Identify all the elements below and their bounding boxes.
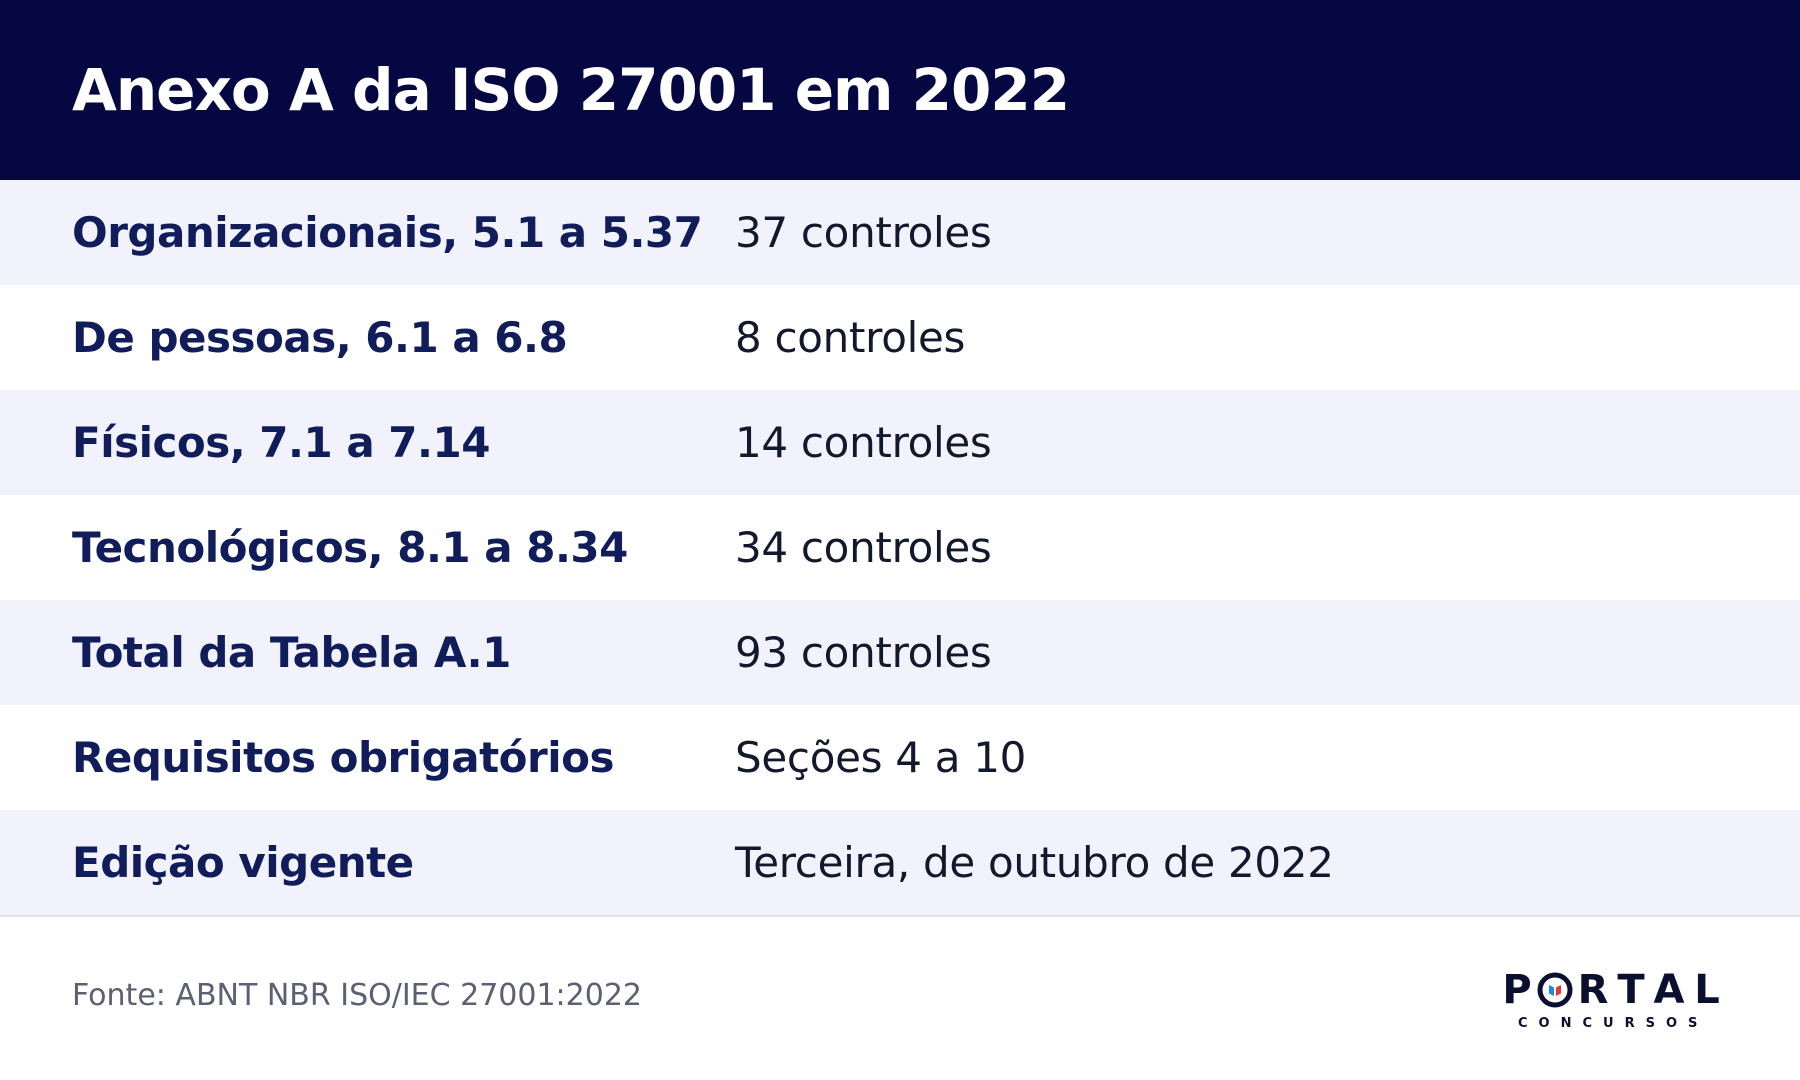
row-value: 37 controles (735, 208, 992, 257)
logo-o-mark-icon (1537, 972, 1573, 1008)
logo-letter: L (1694, 967, 1720, 1013)
table-row: Tecnológicos, 8.1 a 8.34 34 controles (0, 495, 1800, 600)
logo-wordmark: P R T A L (1498, 967, 1726, 1013)
logo-letter: R (1577, 967, 1609, 1013)
row-value: 34 controles (735, 523, 992, 572)
portal-concursos-logo: P R T A L CONCURSOS (1498, 967, 1728, 1032)
table-row: Físicos, 7.1 a 7.14 14 controles (0, 390, 1800, 495)
logo-letter: A (1653, 967, 1685, 1013)
table-row: Edição vigente Terceira, de outubro de 2… (0, 810, 1800, 915)
table-row: Organizacionais, 5.1 a 5.37 37 controles (0, 180, 1800, 285)
logo-letter: P (1502, 967, 1532, 1013)
row-value: 93 controles (735, 628, 992, 677)
row-label: De pessoas, 6.1 a 6.8 (72, 313, 568, 362)
row-label: Requisitos obrigatórios (72, 733, 614, 782)
page-title: Anexo A da ISO 27001 em 2022 (72, 56, 1070, 124)
table-row: Requisitos obrigatórios Seções 4 a 10 (0, 705, 1800, 810)
table-row: De pessoas, 6.1 a 6.8 8 controles (0, 285, 1800, 390)
source-note: Fonte: ABNT NBR ISO/IEC 27001:2022 (72, 978, 643, 1013)
logo-letter: T (1617, 967, 1645, 1013)
row-label: Edição vigente (72, 838, 414, 887)
footer-divider (0, 915, 1800, 917)
row-value: 14 controles (735, 418, 992, 467)
row-value: Seções 4 a 10 (735, 733, 1027, 782)
table-row: Total da Tabela A.1 93 controles (0, 600, 1800, 705)
logo-subtitle: CONCURSOS (1518, 1016, 1709, 1031)
row-value: Terceira, de outubro de 2022 (735, 838, 1334, 887)
row-value: 8 controles (735, 313, 966, 362)
row-label: Organizacionais, 5.1 a 5.37 (72, 208, 703, 257)
row-label: Físicos, 7.1 a 7.14 (72, 418, 490, 467)
header-banner: Anexo A da ISO 27001 em 2022 (0, 0, 1800, 180)
controls-table: Organizacionais, 5.1 a 5.37 37 controles… (0, 180, 1800, 915)
row-label: Tecnológicos, 8.1 a 8.34 (72, 523, 628, 572)
row-label: Total da Tabela A.1 (72, 628, 511, 677)
